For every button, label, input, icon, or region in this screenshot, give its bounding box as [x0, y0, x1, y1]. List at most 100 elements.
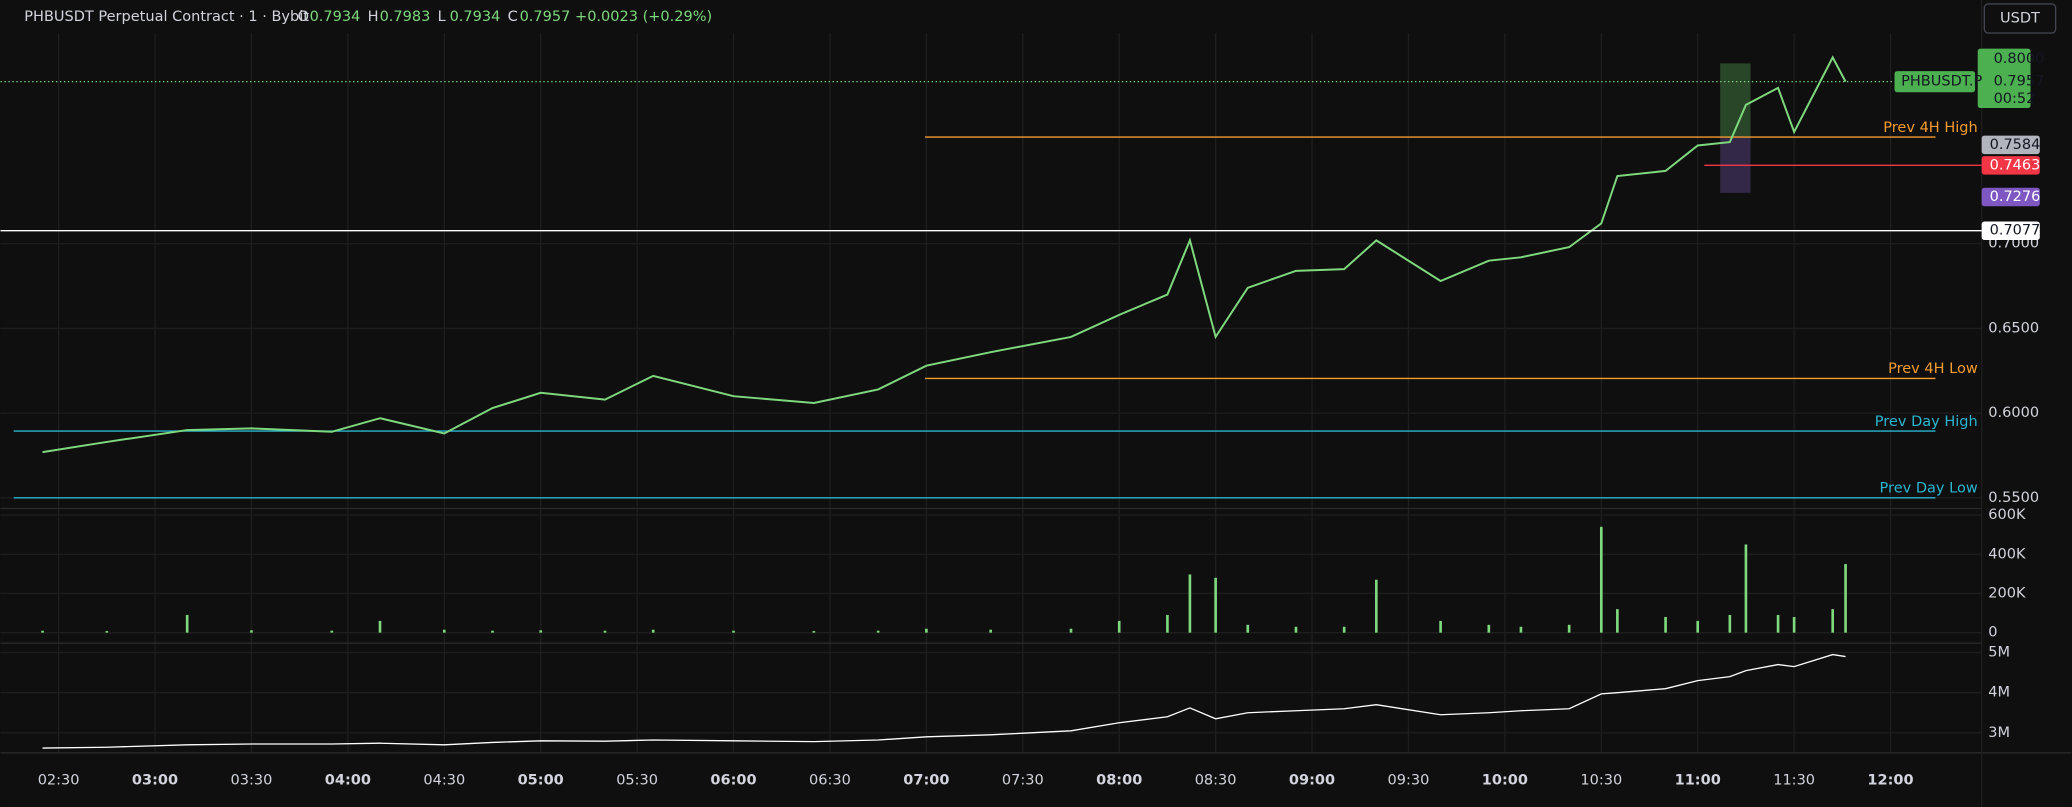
time-tick-label: 03:30 [231, 773, 273, 789]
volume-bar [732, 630, 735, 633]
y-tick-label: 5M [1988, 645, 2010, 661]
volume-bar [491, 630, 494, 633]
currency-button[interactable]: USDT [1983, 3, 2057, 34]
time-tick-label: 06:30 [809, 773, 851, 789]
level-label: Prev Day Low [1880, 481, 1978, 497]
volume-bar [1166, 615, 1169, 633]
volume-bar [1069, 628, 1073, 633]
volume-bar [1342, 626, 1346, 633]
time-tick-label: 04:30 [423, 773, 465, 789]
volume-bar [1792, 616, 1796, 633]
volume-bar [1439, 620, 1442, 633]
price-marker-label: 0.7463 [1990, 157, 2041, 173]
ohlc-value: 0.7983 [380, 9, 431, 25]
time-tick-label: 12:00 [1867, 773, 1913, 789]
y-tick-label: 200K [1988, 585, 2026, 601]
time-tick-label: 10:30 [1580, 773, 1622, 789]
volume-bar [1664, 616, 1667, 633]
symbol-title: PHBUSDT Perpetual Contract · 1 · Bybit [24, 9, 309, 25]
plot: Prev 4H High Prev 4H Low Prev Day High Prev… [0, 55, 1982, 749]
level-label: Prev 4H Low [1888, 361, 1978, 377]
volume-bar [378, 620, 382, 633]
time-tick-label: 03:00 [132, 773, 178, 789]
volume-bar [41, 630, 44, 633]
ohlc-label: L [438, 9, 447, 25]
price-marker-box [1981, 187, 2040, 207]
volume-bar [250, 630, 253, 633]
volume-bar [1188, 574, 1192, 633]
ohlc-value: 0.7934 [450, 9, 501, 25]
ohlc-label: O [298, 9, 309, 25]
volume-bar [1728, 615, 1732, 633]
y-tick-label: 400K [1988, 546, 2026, 562]
time-tick-label: 08:00 [1096, 773, 1142, 789]
price-marker-label: 0.7077 [1990, 223, 2041, 239]
button-frame[interactable] [1983, 3, 2057, 34]
y-tick-label: 0.6000 [1988, 405, 2039, 421]
level-label: Prev Day High [1875, 414, 1978, 430]
time-tick-label: 09:00 [1289, 773, 1335, 789]
time-tick-label: 08:30 [1195, 773, 1237, 789]
ohlc-label: H [368, 9, 379, 25]
volume-bar [651, 629, 655, 633]
time-tick-label: 02:30 [38, 773, 80, 789]
volume-bar [925, 628, 928, 633]
ohlc-value: 0.7934 [310, 9, 361, 25]
price-marker-box [1981, 156, 2040, 175]
price-marker-label: 0.7584 [1990, 137, 2041, 153]
volume-bar [1831, 609, 1835, 633]
volume-bar [1294, 626, 1298, 633]
volume-bar [330, 630, 334, 633]
ohlc-label: C [508, 9, 518, 25]
volume-bar [1599, 526, 1603, 633]
volume-bar [989, 629, 992, 633]
price-line [42, 55, 1847, 454]
price-marker-label: 0.7276 [1990, 189, 2041, 205]
time-tick-label: 11:30 [1773, 773, 1815, 789]
volume-bar [1487, 624, 1491, 633]
time-tick-label: 05:00 [518, 773, 564, 789]
y-tick-label: 0.5500 [1988, 490, 2039, 506]
ohlc: O 0.7934 H 0.7983 L 0.7934 C 0.7957 +0.0023 (+0.… [298, 9, 713, 25]
volume-bar [1519, 626, 1523, 633]
time-tick-label: 04:00 [325, 773, 371, 789]
volume-bar [539, 630, 543, 633]
symbol-tag-box [1894, 71, 1976, 93]
symbol-tag: PHBUSDT.P [1901, 74, 1982, 90]
change: +0.0023 (+0.29%) [575, 9, 712, 25]
y-tick-label: 0 [1988, 625, 1997, 641]
volume-bar [1246, 624, 1250, 633]
time-tick-label: 10:00 [1482, 773, 1528, 789]
y-tick-label: 3M [1988, 725, 2010, 741]
volume-bar [1375, 579, 1378, 633]
price-marker-box [1981, 221, 2040, 240]
current-price-box [1977, 48, 2031, 109]
volume-bar [105, 631, 109, 633]
button-label[interactable]: USDT [2000, 10, 2040, 26]
y-tick-label: 0.6500 [1988, 320, 2039, 336]
position-profit-zone [1720, 63, 1751, 138]
volume-bar [1214, 577, 1217, 633]
volume-bar [1117, 620, 1121, 633]
volume-bar [442, 629, 446, 633]
time-tick-label: 11:00 [1675, 773, 1721, 789]
level-label: Prev 4H High [1883, 120, 1977, 136]
volume-bar [876, 630, 880, 633]
volume-bar [1744, 544, 1748, 633]
volume-bar [1844, 564, 1847, 633]
last-label: 0.7957 [1994, 74, 2045, 90]
time-tick-label: 06:00 [710, 773, 756, 789]
high-label: 0.8000 [1994, 51, 2045, 67]
volume-bar [603, 630, 607, 633]
volume-bar [1616, 609, 1619, 633]
y-tick-label: 4M [1988, 685, 2010, 701]
ohlc-value: 0.7957 [520, 9, 571, 25]
volume-bar [185, 615, 189, 633]
price-marker-box [1981, 135, 2040, 155]
countdown: 00:52 [1994, 91, 2036, 107]
volume-bar [1776, 615, 1780, 633]
time-tick-label: 05:30 [616, 773, 658, 789]
time-tick-label: 07:30 [1002, 773, 1044, 789]
